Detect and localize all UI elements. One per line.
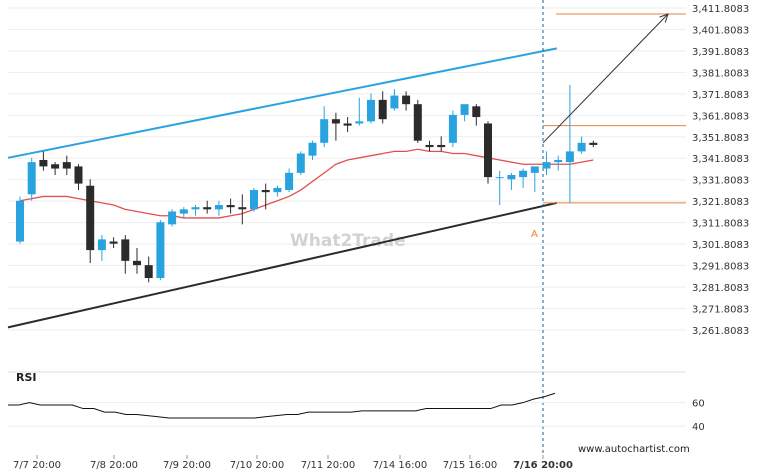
rsi-tick-label: 40 <box>692 422 705 433</box>
candle-body <box>413 104 422 141</box>
candle-body <box>226 205 235 208</box>
candle-body <box>250 190 258 210</box>
y-tick-label: 3,321.8083 <box>692 197 749 208</box>
candle-body <box>425 144 434 148</box>
lower-channel-line <box>7 201 558 329</box>
rsi-title: RSI <box>16 371 37 384</box>
footer-url: www.autochartist.com <box>578 444 690 455</box>
candle-body <box>484 123 492 178</box>
y-tick-label: 3,301.8083 <box>692 240 749 251</box>
candle-body <box>214 205 223 210</box>
projection-arrow-line <box>542 13 669 144</box>
candle-body <box>355 121 364 124</box>
candle-body <box>62 162 71 169</box>
y-tick-label: 3,311.8083 <box>692 219 749 230</box>
moving-average <box>19 148 594 219</box>
candle-body <box>589 142 598 145</box>
candle-body <box>16 200 24 242</box>
rsi-line <box>8 392 556 419</box>
y-tick-label: 3,371.8083 <box>692 90 749 101</box>
candle-body <box>273 187 282 193</box>
candle-body <box>238 207 247 210</box>
x-tick-label: 7/9 20:00 <box>163 460 211 471</box>
x-tick-label: 7/10 20:00 <box>230 460 284 471</box>
x-tick-label: 7/8 20:00 <box>90 460 138 471</box>
candle-body <box>27 162 36 195</box>
candle-body <box>437 144 446 148</box>
x-tick-label: 7/15 16:00 <box>443 460 497 471</box>
candle-body <box>168 211 177 225</box>
candle-body <box>542 162 551 169</box>
channel-lines <box>7 47 558 329</box>
y-tick-label: 3,341.8083 <box>692 154 749 165</box>
y-axis: 3,411.8083 3,401.8083 3,391.8083 3,381.8083… <box>692 4 749 337</box>
candle-body <box>133 260 141 266</box>
candle-body <box>507 174 516 180</box>
candle-body <box>156 222 165 279</box>
candle-body <box>378 99 387 120</box>
candle-body <box>343 123 352 126</box>
rsi-tick-label: 60 <box>692 399 705 410</box>
rsi-panel: RSI 60 40 <box>8 371 705 433</box>
y-tick-label: 3,331.8083 <box>692 176 749 187</box>
projection-arrow-head <box>659 13 669 23</box>
moving-average-line <box>19 148 594 219</box>
upper-channel-line <box>7 47 557 159</box>
candle-body <box>203 207 212 210</box>
candle-body <box>331 119 340 124</box>
x-tick-label: 7/7 20:00 <box>13 460 61 471</box>
candle-body <box>39 159 48 167</box>
y-tick-label: 3,271.8083 <box>692 304 749 315</box>
candle-body <box>390 95 399 109</box>
candle-body <box>121 239 130 261</box>
candle-body <box>565 151 574 163</box>
candle-body <box>530 166 539 173</box>
y-tick-label: 3,281.8083 <box>692 283 749 294</box>
candle-body <box>191 207 200 210</box>
candle-body <box>144 265 153 279</box>
candle-body <box>367 99 375 122</box>
x-tick-label: 7/11 20:00 <box>301 460 355 471</box>
candle-body <box>51 164 60 169</box>
candle-body <box>448 114 457 143</box>
candle-body <box>74 166 83 184</box>
candle-body <box>261 190 270 193</box>
candles <box>16 84 598 283</box>
candle-body <box>97 239 106 251</box>
y-tick-label: 3,291.8083 <box>692 262 749 273</box>
candle-body <box>472 106 481 118</box>
y-tick-label: 3,361.8083 <box>692 111 749 122</box>
candle-body <box>402 95 411 105</box>
candle-body <box>179 209 188 214</box>
candle-body <box>577 142 586 152</box>
x-axis: 7/7 20:00 7/8 20:00 7/9 20:00 7/10 20:00 7/1… <box>13 455 573 471</box>
projection-arrow <box>542 13 669 144</box>
y-tick-label: 3,401.8083 <box>692 25 749 36</box>
y-tick-label: 3,411.8083 <box>692 4 749 15</box>
y-tick-label: 3,351.8083 <box>692 133 749 144</box>
candle-body <box>460 104 469 115</box>
grid <box>8 7 686 373</box>
watermark: What2Trade <box>290 231 406 251</box>
x-tick-label: 7/14 16:00 <box>373 460 427 471</box>
candle-body <box>109 241 118 244</box>
x-tick-label: 7/16 20:00 <box>513 460 573 471</box>
pattern-point-label: A <box>531 229 538 240</box>
candle-body <box>495 177 504 179</box>
target-levels <box>542 0 686 458</box>
candle-body <box>320 119 329 143</box>
candle-body <box>285 172 294 191</box>
y-tick-label: 3,391.8083 <box>692 47 749 58</box>
candle-body <box>296 153 305 173</box>
candle-body <box>554 159 563 163</box>
y-tick-label: 3,261.8083 <box>692 326 749 337</box>
y-tick-label: 3,381.8083 <box>692 68 749 79</box>
candle-body <box>308 142 317 156</box>
candle-body <box>519 170 528 178</box>
candle-body <box>86 185 95 251</box>
